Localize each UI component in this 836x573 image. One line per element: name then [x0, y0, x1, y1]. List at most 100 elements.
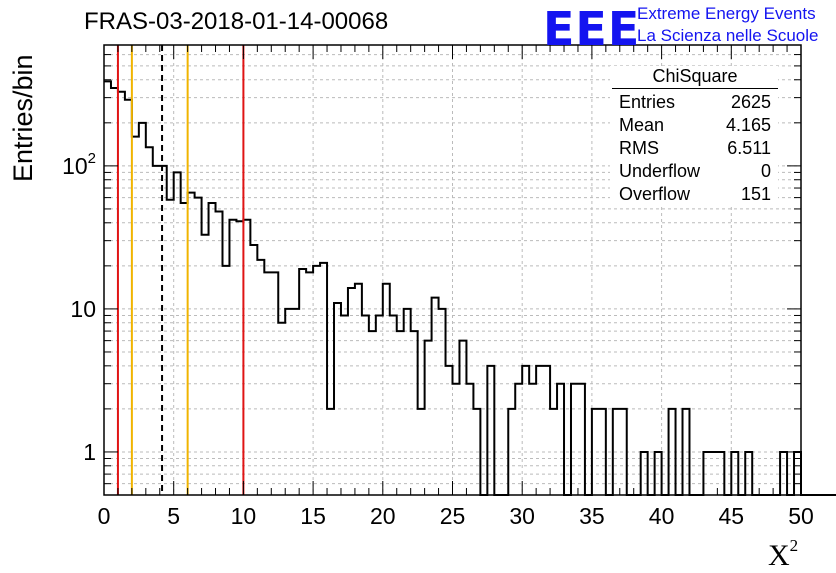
histogram-bin	[264, 272, 271, 495]
histogram-bin	[453, 384, 460, 495]
histogram-bin	[216, 211, 223, 495]
histogram-bin	[446, 366, 453, 495]
histogram-bin	[620, 409, 627, 495]
histogram-bin	[599, 409, 606, 495]
histogram-bin	[529, 384, 536, 495]
histogram-bin	[557, 384, 564, 495]
histogram-bin	[543, 366, 550, 495]
histogram-bin	[522, 366, 529, 495]
histogram-bin	[383, 284, 390, 495]
x-tick-label: 20	[370, 503, 396, 529]
x-tick-label: 15	[300, 503, 326, 529]
histogram-bin	[243, 220, 250, 495]
histogram-outline	[104, 80, 836, 496]
histogram-bin	[571, 384, 578, 495]
histogram-bin	[613, 409, 620, 495]
eee-logo: EEE	[543, 2, 641, 56]
histogram-bin	[285, 309, 292, 495]
stats-box: ChiSquare Entries 2625 Mean 4.165 RMS 6.…	[610, 66, 778, 206]
histogram-bin	[683, 409, 690, 495]
histogram-bin	[139, 123, 146, 495]
x-tick-label: 35	[579, 503, 605, 529]
stats-value: 6.511	[727, 138, 771, 158]
histogram-bin	[550, 409, 557, 495]
logo-line-2: La Scienza nelle Scuole	[637, 26, 819, 45]
histogram-bin	[404, 309, 411, 495]
x-axis-label: X2	[768, 536, 798, 573]
y-tick-label: 1	[83, 439, 96, 465]
histogram-bin	[418, 409, 425, 495]
histogram-bin	[236, 221, 243, 495]
histogram-bin	[578, 384, 585, 495]
stats-row-overflow: Overflow 151	[610, 183, 778, 206]
stats-label: Underflow	[619, 161, 701, 181]
histogram-bin	[641, 452, 648, 495]
histogram-bin	[132, 137, 139, 495]
x-tick-label: 45	[719, 503, 745, 529]
histogram-bin	[271, 272, 278, 495]
histogram-bin	[369, 331, 376, 495]
histogram-bin	[669, 409, 676, 495]
stats-label: RMS	[619, 138, 659, 158]
y-tick-label: 102	[62, 150, 96, 179]
histogram-bin	[508, 409, 515, 495]
histogram-bin	[167, 200, 174, 495]
stats-value: 4.165	[725, 115, 771, 135]
stats-label: Entries	[619, 92, 676, 112]
histogram-bin	[292, 309, 299, 495]
stats-row-mean: Mean 4.165	[610, 114, 778, 137]
histogram-bin	[299, 269, 306, 495]
histogram-bin	[397, 331, 404, 495]
histogram-bin	[341, 315, 348, 495]
histogram-bin	[278, 323, 285, 495]
histogram-bin	[313, 266, 320, 495]
histogram-bin	[592, 409, 599, 495]
histogram-bin	[195, 198, 202, 495]
stats-label: Mean	[619, 115, 665, 135]
histogram-bin	[306, 272, 313, 495]
histogram-bin	[432, 298, 439, 495]
histogram-bin	[362, 315, 369, 495]
x-tick-label: 30	[509, 503, 535, 529]
histogram-bin	[425, 341, 432, 495]
histogram-bin	[153, 166, 160, 495]
logo-line-1: Extreme Energy Events	[637, 4, 816, 23]
histogram-bin	[320, 263, 327, 495]
histogram-bin	[104, 81, 111, 495]
histogram-bin	[710, 452, 717, 495]
stats-row-entries: Entries 2625	[610, 91, 778, 114]
stats-value: 2625	[730, 92, 771, 112]
histogram-bin	[731, 452, 738, 495]
histogram-bin	[181, 203, 188, 495]
stats-row-rms: RMS 6.511	[610, 137, 778, 160]
histogram-bin	[160, 166, 167, 495]
histogram-bin	[376, 315, 383, 495]
x-tick-label: 0	[98, 503, 111, 529]
histogram-bin	[257, 260, 264, 495]
histogram-bin	[355, 284, 362, 495]
x-axis-label-base: X	[768, 539, 790, 572]
histogram-bin	[515, 384, 522, 495]
histogram-bin	[411, 331, 418, 495]
histogram-bin	[745, 452, 752, 495]
histogram-bin	[111, 88, 118, 495]
histogram-bin	[327, 409, 334, 495]
histogram-bin	[348, 288, 355, 495]
histogram-bin	[703, 452, 710, 495]
histogram-bin	[222, 266, 229, 495]
histogram-bin	[125, 100, 132, 495]
x-tick-label: 50	[788, 503, 814, 529]
histogram-bin	[250, 245, 257, 495]
histogram-bin	[466, 384, 473, 495]
y-tick-label: 10	[70, 296, 96, 322]
stats-value: 151	[740, 184, 771, 204]
stats-label: Overflow	[619, 184, 691, 204]
histogram-bin	[536, 366, 543, 495]
histogram-bin	[209, 203, 216, 495]
histogram-bin	[188, 193, 195, 495]
histogram-bin	[146, 147, 153, 495]
stats-row-underflow: Underflow 0	[610, 160, 778, 183]
histogram-bin	[118, 92, 125, 495]
histogram-bin	[334, 303, 341, 495]
